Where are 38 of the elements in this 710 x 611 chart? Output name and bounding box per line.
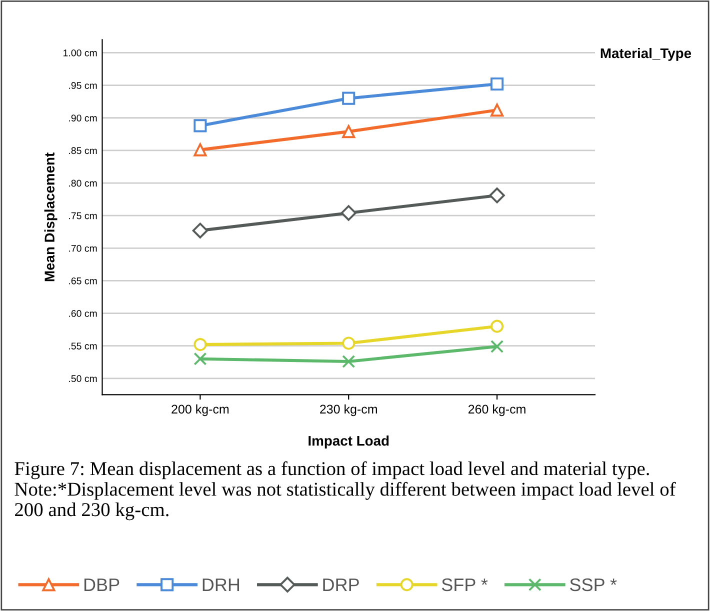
legend-label: DBP [84, 578, 120, 592]
legend-label: DRH [202, 578, 240, 592]
point [489, 188, 505, 204]
x-tick-label: 230 kg-cm [320, 404, 377, 416]
point [342, 92, 356, 105]
y-tick-label: .90 cm [69, 114, 97, 122]
y-tick-label: .65 cm [69, 277, 97, 284]
point [490, 340, 504, 354]
point [342, 354, 356, 368]
y-tick-label: .50 cm [69, 375, 97, 382]
point [490, 320, 504, 333]
x-axis-title: Impact Load [308, 436, 389, 448]
y-tick-label: 1.00 cm [64, 49, 97, 56]
point [490, 77, 504, 91]
y-tick-label: .55 cm [69, 342, 97, 350]
y-tick-label: .85 cm [69, 147, 97, 154]
point [194, 352, 207, 366]
caption: Figure 7: Mean displacement as a function of impact load level and material type. Note:*Displacement level was not statistically different between impact load level of 200 and 230 kg-cm. [14, 461, 676, 520]
y-tick-label: .60 cm [69, 310, 97, 317]
point [194, 143, 207, 156]
point [342, 125, 356, 138]
y-tick-label: .80 cm [69, 180, 97, 187]
legend-title: Material_Type [600, 48, 692, 61]
x-tick-label: 200 kg-cm [172, 404, 229, 416]
legend-label: DRP [323, 578, 359, 592]
point [490, 104, 504, 117]
y-tick-label: .75 cm [69, 212, 97, 220]
point [194, 338, 207, 352]
legend-label: SFP * [442, 578, 488, 592]
y-axis-title: Mean Displacement [44, 152, 58, 282]
x-tick-label: 260 kg-cm [468, 404, 526, 416]
point [194, 119, 207, 132]
point [192, 222, 208, 238]
point [342, 336, 356, 350]
legend-label: SSP * [570, 578, 617, 592]
y-tick-label: .95 cm [69, 82, 97, 89]
point [340, 205, 356, 221]
y-tick-label: .70 cm [69, 244, 97, 252]
